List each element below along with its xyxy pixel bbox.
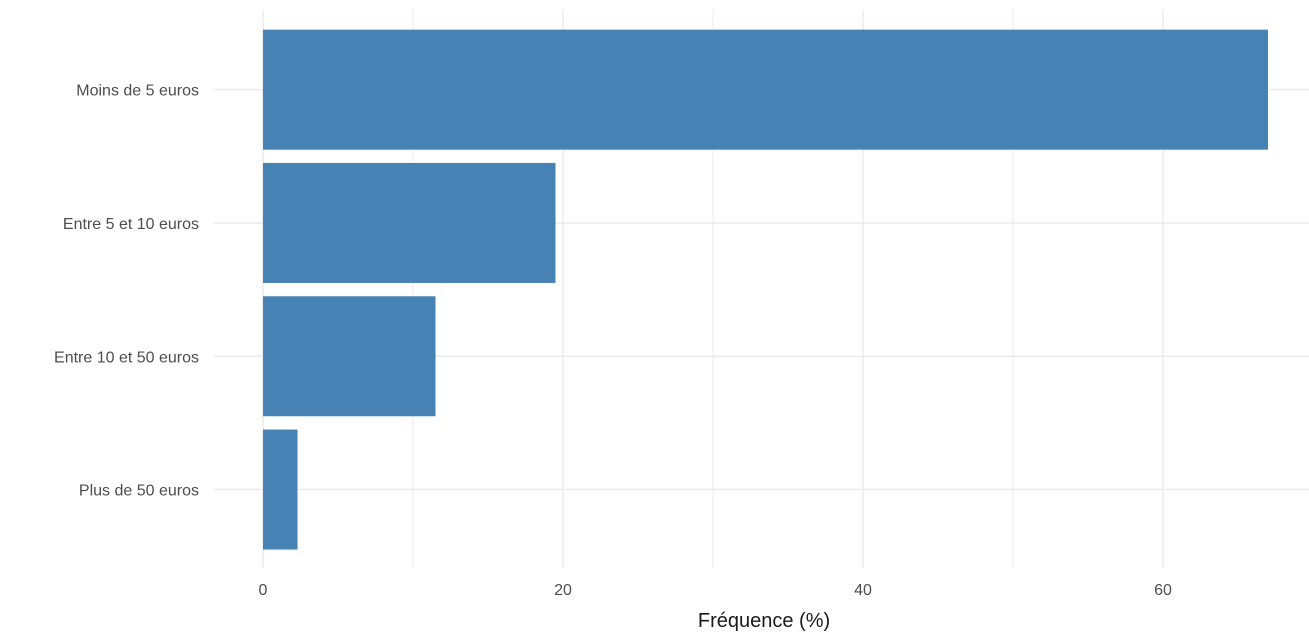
bar (263, 162, 556, 283)
x-axis-tick-labels: 0 20 40 60 (259, 582, 1172, 599)
x-tick-label: 60 (1154, 582, 1172, 599)
y-tick-label: Plus de 50 euros (79, 483, 199, 500)
y-tick-label: Entre 5 et 10 euros (63, 216, 199, 233)
x-tick-label: 0 (259, 582, 268, 599)
x-tick-label: 40 (854, 582, 872, 599)
bar (263, 296, 436, 417)
x-tick-label: 20 (554, 582, 572, 599)
bars (263, 29, 1268, 550)
y-axis-tick-labels: Moins de 5 euros Entre 5 et 10 euros Entre… (54, 83, 199, 500)
bar (263, 429, 298, 550)
y-tick-label: Moins de 5 euros (76, 83, 199, 100)
y-tick-label: Entre 10 et 50 euros (54, 349, 199, 366)
bar (263, 29, 1268, 150)
x-axis-title: Fréquence (%) (698, 610, 830, 632)
